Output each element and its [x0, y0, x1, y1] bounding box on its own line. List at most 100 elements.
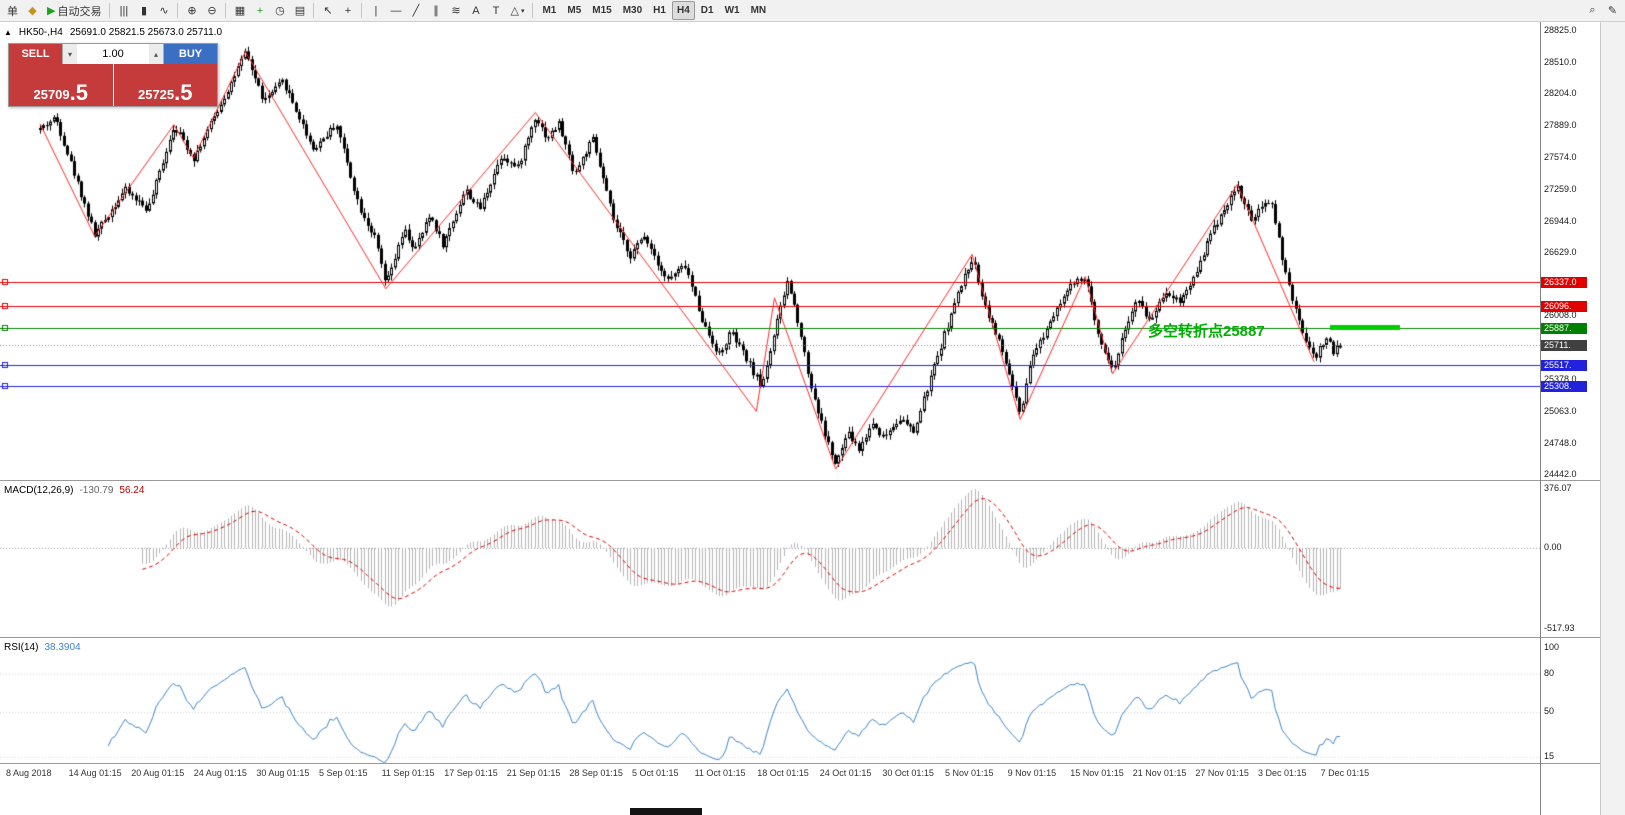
price-axis-label: 28204.0	[1544, 87, 1577, 98]
bottom-strip	[0, 783, 1540, 815]
chart-column: ▲ HK50-,H4 25691.0 25821.5 25673.0 25711…	[0, 22, 1540, 815]
timeframe-d1[interactable]: D1	[700, 5, 714, 16]
timeframe-m5[interactable]: M5	[567, 5, 582, 16]
vertical-line-icon: |	[374, 4, 378, 17]
horizontal-line-icon[interactable]: —	[386, 1, 405, 20]
timeframe-m1[interactable]: M1	[542, 5, 557, 16]
price-axis-label: 28510.0	[1544, 56, 1577, 67]
price-tag-25308[interactable]: 25308.	[1541, 381, 1587, 392]
toolbar-separator	[177, 3, 179, 18]
crosshair-icon[interactable]: +	[338, 1, 357, 20]
price-tag-26337.0[interactable]: 26337.0	[1541, 277, 1587, 288]
autotrading-button[interactable]: ▶ 自动交易	[43, 1, 105, 20]
price-tag-25517[interactable]: 25517.	[1541, 360, 1587, 371]
text-label-icon: T	[492, 4, 500, 17]
new-order-button[interactable]: 单	[3, 1, 22, 20]
taskbar-fragment	[630, 808, 702, 815]
bar-chart-mode-icon[interactable]: |||	[114, 1, 133, 20]
tile-windows-icon: ▦	[234, 5, 246, 17]
trendline-icon[interactable]: ╱	[406, 1, 425, 20]
zoom-in-icon: ⊕	[187, 5, 197, 17]
indicators-icon: +	[256, 4, 264, 17]
text-icon: A	[472, 4, 480, 17]
search-icon[interactable]: ⌕	[1589, 4, 1596, 16]
indicators-icon[interactable]: +	[250, 1, 269, 20]
timeframe-w1[interactable]: W1	[724, 5, 740, 16]
toolbar-separator	[532, 3, 534, 18]
time-axis-label: 15 Nov 01:15	[1070, 768, 1124, 778]
pane-separator	[1541, 763, 1600, 764]
lot-increase-button[interactable]: ▴	[149, 44, 163, 64]
fibonacci-icon[interactable]: ≋	[446, 1, 465, 20]
buy-price-frac: .5	[174, 80, 193, 105]
price-axis-label: 25063.0	[1544, 406, 1577, 417]
text-icon[interactable]: A	[466, 1, 485, 20]
price-axis-label: 28825.0	[1544, 25, 1577, 35]
pane-separator	[1541, 637, 1600, 638]
collapse-arrow-icon[interactable]: ▲	[4, 28, 12, 37]
time-axis[interactable]: 8 Aug 2018 14 Aug 01:15 20 Aug 01:15 24 Aug…	[0, 763, 1540, 783]
time-axis-label: 3 Dec 01:15	[1258, 768, 1307, 778]
timeframe-h1[interactable]: H1	[653, 5, 666, 16]
price-axis-label: 26629.0	[1544, 247, 1577, 258]
buy-price-int: 25725	[137, 87, 175, 102]
price-tag-25887[interactable]: 25887.	[1541, 323, 1587, 334]
cursor-icon: ↖	[323, 5, 333, 17]
price-tag-26096[interactable]: 26096.	[1541, 301, 1587, 312]
macd-name: MACD(12,26,9)	[4, 485, 74, 496]
channel-icon[interactable]: ∥	[426, 1, 445, 20]
candlestick-mode-icon[interactable]: ▮	[134, 1, 153, 20]
macd-canvas[interactable]	[0, 481, 1540, 637]
edit-icon[interactable]: ✎	[1607, 5, 1618, 17]
price-axis[interactable]: 28825.0 28510.0 28204.0 27889.0 27574.0 27259…	[1540, 22, 1600, 815]
shapes-icon: △	[510, 5, 519, 17]
timeframe-m30[interactable]: M30	[622, 5, 643, 16]
macd-axis-label: -517.93	[1544, 623, 1575, 633]
zoom-out-icon[interactable]: ⊖	[202, 1, 221, 20]
rsi-label: RSI(14) 38.3904	[4, 642, 81, 653]
line-chart-mode-icon[interactable]: ∿	[154, 1, 173, 20]
chart-window-icon[interactable]: ◆	[23, 1, 42, 20]
time-axis-label: 7 Dec 01:15	[1320, 768, 1370, 778]
zoom-in-icon[interactable]: ⊕	[182, 1, 201, 20]
time-axis-label: 20 Aug 01:15	[131, 768, 185, 778]
toolbar-separator	[361, 3, 363, 18]
periods-icon[interactable]: ◷	[270, 1, 289, 20]
buy-button[interactable]: BUY	[164, 44, 217, 64]
time-axis-label: 9 Nov 01:15	[1007, 768, 1057, 778]
time-axis-label: 5 Sep 01:15	[319, 768, 368, 778]
price-axis-label: 25378.0	[1544, 374, 1577, 385]
new-order-button: 单	[7, 5, 18, 18]
lot-size-input[interactable]	[77, 44, 149, 64]
buy-price-button[interactable]: 25725.5	[112, 64, 217, 106]
macd-pane: MACD(12,26,9) -130.79 56.24	[0, 480, 1540, 637]
time-axis-label: 21 Nov 01:15	[1132, 768, 1187, 778]
tile-windows-icon[interactable]: ▦	[230, 1, 249, 20]
shapes-icon[interactable]: △ ▾	[506, 1, 528, 20]
turning-point-annotation[interactable]: 多空转折点25887	[1148, 322, 1265, 340]
pane-separator	[1541, 480, 1600, 481]
main-chart-canvas[interactable]	[0, 22, 1540, 480]
sell-button[interactable]: SELL	[9, 44, 62, 64]
macd-signal-value: 56.24	[119, 485, 145, 496]
timeframe-h4[interactable]: H4	[671, 1, 695, 20]
time-axis-label: 5 Nov 01:15	[945, 768, 994, 778]
channel-icon: ∥	[433, 5, 439, 17]
main-chart-pane: ▲ HK50-,H4 25691.0 25821.5 25673.0 25711…	[0, 22, 1540, 480]
time-axis-label: 21 Sep 01:15	[506, 768, 561, 778]
price-axis-label: 26008.0	[1544, 310, 1577, 321]
macd-axis-label: 0.00	[1544, 541, 1562, 552]
templates-icon[interactable]: ▤	[290, 1, 309, 20]
text-label-icon[interactable]: T	[486, 1, 505, 20]
sell-price-button[interactable]: 25709.5	[9, 64, 113, 106]
price-axis-label: 27889.0	[1544, 119, 1577, 130]
rsi-canvas[interactable]	[0, 638, 1540, 763]
timeframe-mn[interactable]: MN	[750, 5, 767, 16]
cursor-icon[interactable]: ↖	[318, 1, 337, 20]
toolbar: 单 ◆ ▶ 自动交易 ||| ▮ ∿ ⊕ ⊖ ▦ + ◷ ▤ ↖ + | — ╱ ∥ ≋ A T △ ▾ M1 M5 M15 M30 H…	[0, 0, 1625, 22]
chart-window-icon: ◆	[28, 5, 37, 17]
templates-icon: ▤	[294, 5, 306, 17]
vertical-line-icon[interactable]: |	[366, 1, 385, 20]
lot-decrease-button[interactable]: ▾	[63, 44, 77, 64]
timeframe-m15[interactable]: M15	[592, 5, 612, 16]
